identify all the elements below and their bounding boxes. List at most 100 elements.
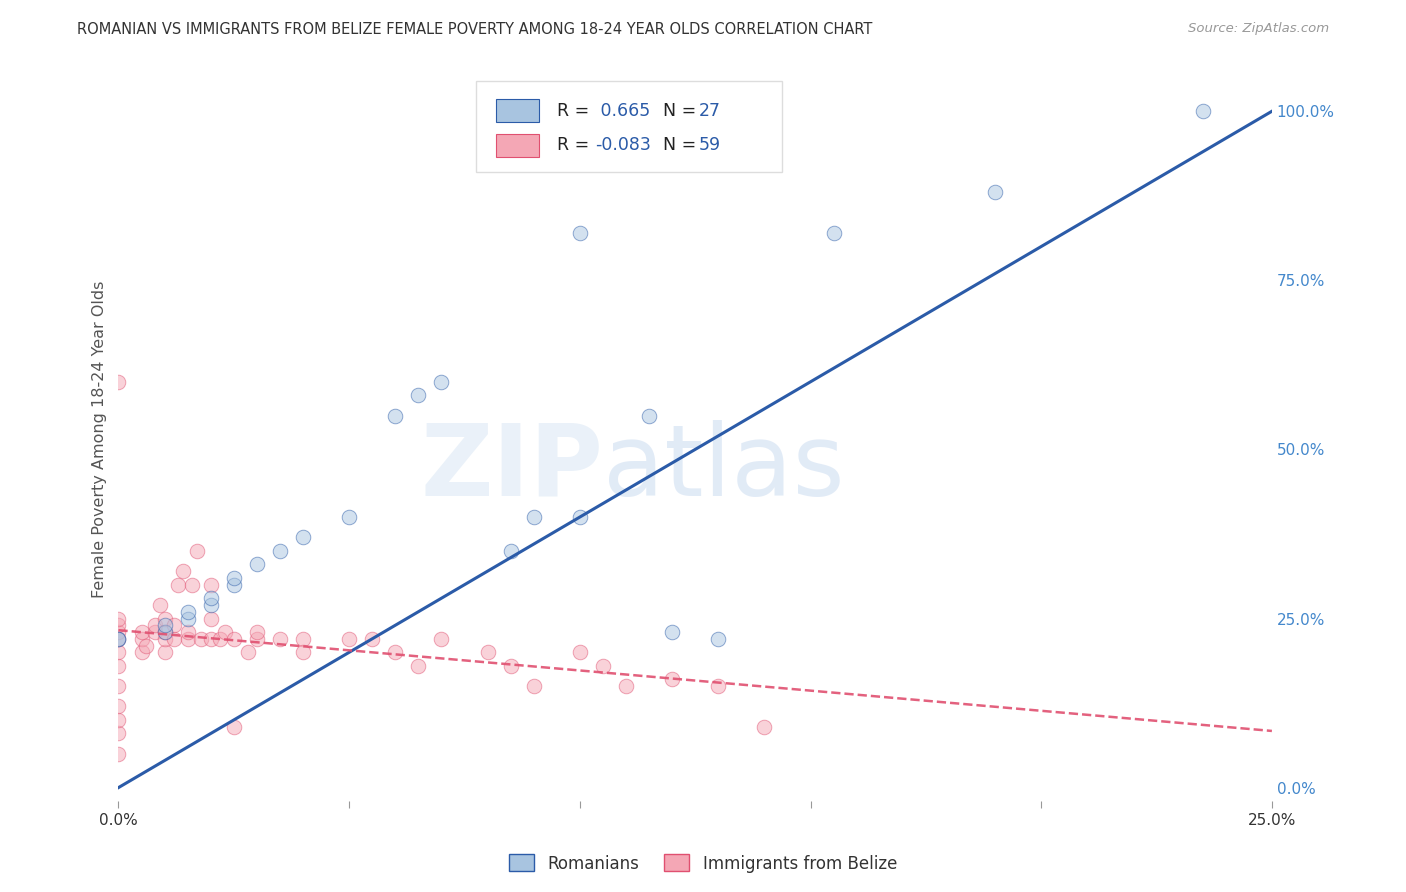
Point	[107, 747, 129, 761]
Point	[107, 713, 129, 727]
Point	[477, 645, 499, 659]
Point	[222, 632, 245, 646]
Point	[153, 625, 176, 640]
Point	[107, 699, 129, 714]
Point	[176, 605, 198, 619]
Point	[107, 625, 129, 640]
Point	[292, 530, 315, 544]
Point	[269, 544, 291, 558]
Text: 0.665: 0.665	[595, 102, 650, 120]
Point	[754, 720, 776, 734]
Point	[222, 720, 245, 734]
Point	[131, 645, 153, 659]
Point	[568, 645, 591, 659]
Text: 59: 59	[699, 136, 721, 154]
Point	[661, 625, 683, 640]
Point	[246, 558, 269, 572]
Point	[246, 625, 269, 640]
Point	[592, 658, 614, 673]
FancyBboxPatch shape	[477, 81, 782, 171]
Point	[186, 544, 208, 558]
Point	[131, 625, 153, 640]
Point	[384, 409, 406, 423]
Point	[707, 679, 730, 693]
Point	[143, 625, 166, 640]
Point	[153, 611, 176, 625]
Point	[135, 639, 157, 653]
Point	[430, 632, 453, 646]
Point	[222, 571, 245, 585]
Text: 27: 27	[699, 102, 721, 120]
Y-axis label: Female Poverty Among 18-24 Year Olds: Female Poverty Among 18-24 Year Olds	[93, 281, 107, 598]
Point	[200, 591, 222, 606]
Point	[523, 679, 546, 693]
Point	[208, 632, 231, 646]
Point	[214, 625, 236, 640]
Point	[269, 632, 291, 646]
Point	[107, 645, 129, 659]
Point	[143, 618, 166, 632]
Point	[190, 632, 212, 646]
Point	[984, 186, 1007, 200]
Point	[568, 510, 591, 524]
Legend: Romanians, Immigrants from Belize: Romanians, Immigrants from Belize	[502, 847, 904, 880]
Point	[167, 577, 190, 591]
FancyBboxPatch shape	[496, 99, 540, 122]
Text: N =: N =	[662, 136, 702, 154]
Point	[384, 645, 406, 659]
Point	[1191, 104, 1213, 119]
Point	[200, 577, 222, 591]
Point	[408, 388, 430, 402]
Point	[222, 577, 245, 591]
Point	[107, 375, 129, 389]
Point	[499, 544, 522, 558]
Point	[181, 577, 204, 591]
Point	[823, 226, 845, 240]
Point	[337, 510, 360, 524]
Point	[361, 632, 384, 646]
Point	[107, 618, 129, 632]
Point	[499, 658, 522, 673]
Point	[408, 658, 430, 673]
Point	[292, 645, 315, 659]
Point	[176, 632, 198, 646]
Point	[614, 679, 637, 693]
Point	[163, 632, 186, 646]
Text: ROMANIAN VS IMMIGRANTS FROM BELIZE FEMALE POVERTY AMONG 18-24 YEAR OLDS CORRELAT: ROMANIAN VS IMMIGRANTS FROM BELIZE FEMAL…	[77, 22, 873, 37]
Point	[107, 679, 129, 693]
Point	[153, 632, 176, 646]
Point	[292, 632, 315, 646]
Point	[153, 618, 176, 632]
Text: ZIP: ZIP	[420, 420, 603, 516]
Point	[107, 632, 129, 646]
Point	[200, 598, 222, 612]
Point	[236, 645, 259, 659]
Point	[661, 673, 683, 687]
Point	[163, 618, 186, 632]
Point	[172, 564, 194, 578]
Text: R =: R =	[557, 136, 595, 154]
Text: atlas: atlas	[603, 420, 845, 516]
Text: Source: ZipAtlas.com: Source: ZipAtlas.com	[1188, 22, 1329, 36]
Point	[200, 632, 222, 646]
Point	[107, 726, 129, 740]
Point	[131, 632, 153, 646]
Point	[568, 226, 591, 240]
Point	[107, 611, 129, 625]
Point	[149, 598, 172, 612]
Point	[200, 611, 222, 625]
Point	[176, 611, 198, 625]
Point	[107, 632, 129, 646]
Point	[246, 632, 269, 646]
Point	[523, 510, 546, 524]
Point	[153, 645, 176, 659]
FancyBboxPatch shape	[496, 134, 540, 157]
Point	[430, 375, 453, 389]
Point	[107, 658, 129, 673]
Point	[107, 632, 129, 646]
Text: N =: N =	[662, 102, 702, 120]
Point	[337, 632, 360, 646]
Point	[176, 625, 198, 640]
Text: -0.083: -0.083	[595, 136, 651, 154]
Point	[707, 632, 730, 646]
